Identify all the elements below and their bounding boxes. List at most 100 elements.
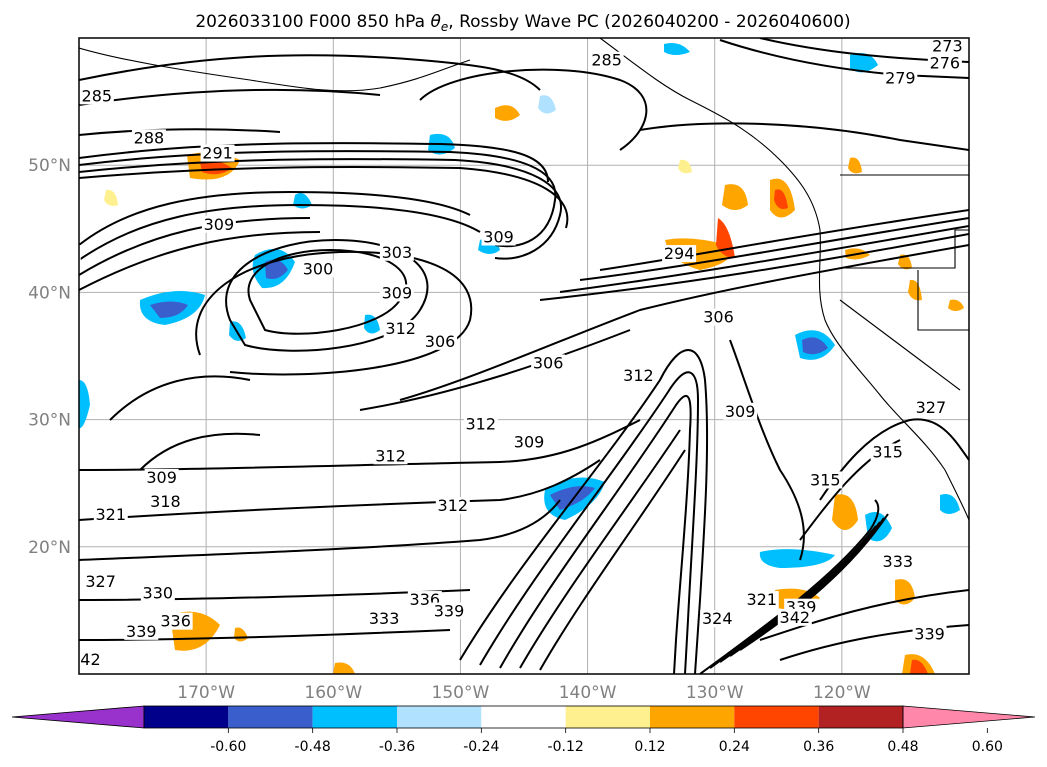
contour-label: 339 xyxy=(914,624,945,643)
contour-label: 309 xyxy=(725,402,756,421)
contour-label: 318 xyxy=(150,492,181,511)
contour-label-mask xyxy=(589,51,624,69)
pc-shading-positive xyxy=(774,189,788,209)
map-content: 2852882913033093003033093153093123063063… xyxy=(79,37,969,674)
contour-label-mask xyxy=(431,602,466,620)
colorbar-segment xyxy=(481,706,566,728)
contour-label-mask xyxy=(662,245,697,263)
map-frame xyxy=(78,37,970,675)
lon-tick-label: 150°W xyxy=(432,683,490,703)
contour-label: 315 xyxy=(872,442,903,461)
state-border xyxy=(917,270,969,331)
theta-e-contour xyxy=(459,349,709,674)
colorbar: -0.60 -0.48 -0.36 -0.24 -0.12 0.12 0.24 0.36 0.4… xyxy=(11,705,1036,755)
contour-label: 336 xyxy=(160,612,191,631)
theta-e-contour xyxy=(759,589,969,641)
contour-labels: 2852882913033093003033093153093123063063… xyxy=(79,37,965,669)
contour-label: 339 xyxy=(434,601,465,620)
contour-label-mask xyxy=(79,650,103,668)
contour-label: 306 xyxy=(533,353,564,372)
contour-label-mask xyxy=(379,284,414,302)
pc-shading-positive xyxy=(832,494,858,530)
theta-e-contour xyxy=(195,250,473,376)
theta-e-contour xyxy=(109,375,251,421)
pc-shading-negative xyxy=(150,301,188,318)
contour-label-mask xyxy=(144,468,179,486)
theta-e-contour xyxy=(419,68,648,151)
contour-label-mask xyxy=(808,471,843,489)
colorbar-segment xyxy=(144,706,229,728)
theta-e-contour xyxy=(539,449,686,671)
pc-shading-negative xyxy=(79,380,90,429)
chart-title: 2026033100 F000 850 hPa θe, Rossby Wave … xyxy=(195,12,850,34)
theta-e-contour xyxy=(639,122,969,151)
contour-label-mask xyxy=(83,573,118,591)
contour-label-mask xyxy=(124,622,159,640)
contour-label: 306 xyxy=(425,332,456,351)
colorbar-segment xyxy=(734,706,819,728)
contour-label-mask xyxy=(463,415,498,433)
contour-label-mask xyxy=(481,228,516,246)
latitude-labels: 50°N 40°N 30°N 20°N xyxy=(28,156,71,558)
contour-label-mask xyxy=(301,260,336,278)
contour-label: 333 xyxy=(883,552,914,571)
contour-label-mask xyxy=(201,215,236,233)
contour-label: 342 xyxy=(780,608,811,627)
colorbar-segment xyxy=(565,706,650,728)
theta-e-contour xyxy=(479,371,700,674)
contour-label: 330 xyxy=(143,584,174,603)
contour-label-mask xyxy=(379,243,414,261)
pc-shading-positive xyxy=(678,159,692,174)
pc-shading-positive xyxy=(948,299,964,311)
theta-e-contour xyxy=(79,190,471,246)
pc-shading-positive xyxy=(333,662,355,674)
contour-label: 285 xyxy=(591,51,622,70)
theta-e-contour xyxy=(699,499,880,674)
contour-label: 309 xyxy=(146,468,177,487)
contour-label-mask xyxy=(140,584,175,602)
lat-tick-label: 40°N xyxy=(28,283,71,303)
theta-e-contour xyxy=(79,88,381,106)
contour-label-mask xyxy=(383,320,418,338)
pc-shading-negative xyxy=(940,494,960,514)
colorbar-segment xyxy=(818,706,903,728)
pc-shading-positive xyxy=(200,160,232,175)
contour-label-mask xyxy=(880,552,915,570)
theta-e-contour xyxy=(559,225,969,293)
colorbar-tick-label: -0.48 xyxy=(295,739,331,755)
pc-shading-negative xyxy=(802,337,828,355)
lon-tick-label: 120°W xyxy=(813,683,871,703)
theta-e-contour xyxy=(79,459,601,521)
theta-e-contour xyxy=(79,499,561,561)
lat-tick-label: 50°N xyxy=(28,156,71,176)
theta-e-contour xyxy=(79,166,569,229)
theta-e-contour xyxy=(79,217,311,276)
contour-label: 309 xyxy=(483,228,514,247)
lat-tick-label: 20°N xyxy=(28,538,71,558)
pc-shading-positive xyxy=(722,184,748,210)
colorbar-extend-low xyxy=(11,705,145,729)
theta-e-contour xyxy=(79,158,563,260)
contour-label: 312 xyxy=(465,415,496,434)
contour-label: 327 xyxy=(916,398,947,417)
contour-label-mask xyxy=(79,245,81,263)
theta-e-contour xyxy=(719,521,881,663)
pc-shading-positive xyxy=(910,659,928,674)
contour-label: 291 xyxy=(202,144,233,163)
contour-label-mask xyxy=(883,69,918,87)
contour-label: 273 xyxy=(932,37,963,56)
coastline-alaska xyxy=(79,47,471,92)
colorbar-segment xyxy=(397,706,482,728)
contour-label-mask xyxy=(701,308,736,326)
contour-label: 324 xyxy=(702,609,733,628)
contour-label-mask xyxy=(158,612,193,630)
theta-e-contour xyxy=(225,238,429,352)
colorbar-tick-label: 0.24 xyxy=(719,739,750,755)
theta-e-contour xyxy=(79,203,481,261)
pc-shading-positive xyxy=(495,105,520,121)
contour-label: 309 xyxy=(514,432,545,451)
contour-label-mask xyxy=(373,447,408,465)
contour-label: 321 xyxy=(746,590,777,609)
theta-e-contour xyxy=(79,128,281,136)
